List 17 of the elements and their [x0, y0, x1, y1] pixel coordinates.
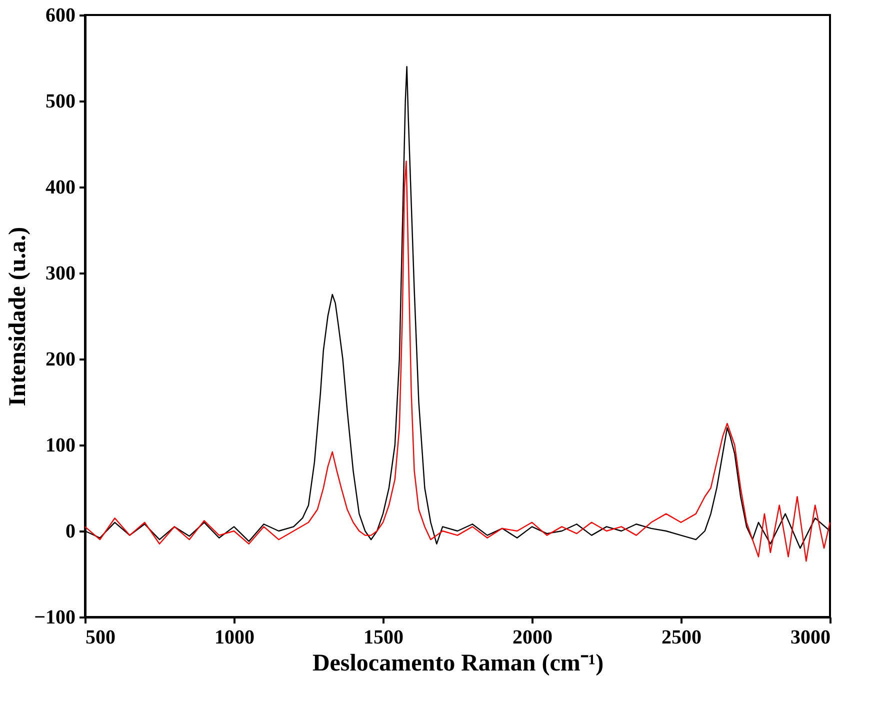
x-tick-label: 1500 — [364, 626, 404, 648]
y-tick-label: 500 — [46, 90, 76, 112]
x-tick-label: 1000 — [214, 626, 254, 648]
y-tick-label: 600 — [46, 4, 76, 26]
line-series — [84, 160, 831, 562]
x-tick-label: 2000 — [512, 626, 552, 648]
y-tick-label: 300 — [46, 262, 76, 284]
y-tick-label: 200 — [46, 348, 76, 370]
y-tick-label: −100 — [34, 606, 76, 628]
y-tick-label: 0 — [66, 520, 76, 542]
x-tick-label: 2500 — [662, 626, 702, 648]
x-axis-title: Deslocamento Raman (cm⁻¹) — [312, 650, 604, 676]
y-tick-label: 100 — [46, 434, 76, 456]
y-tick-label: 400 — [46, 176, 76, 198]
x-tick-label: 500 — [86, 626, 116, 648]
y-axis-title: Intensidade (u.a.) — [5, 226, 32, 406]
x-tick-label: 3000 — [790, 626, 830, 648]
